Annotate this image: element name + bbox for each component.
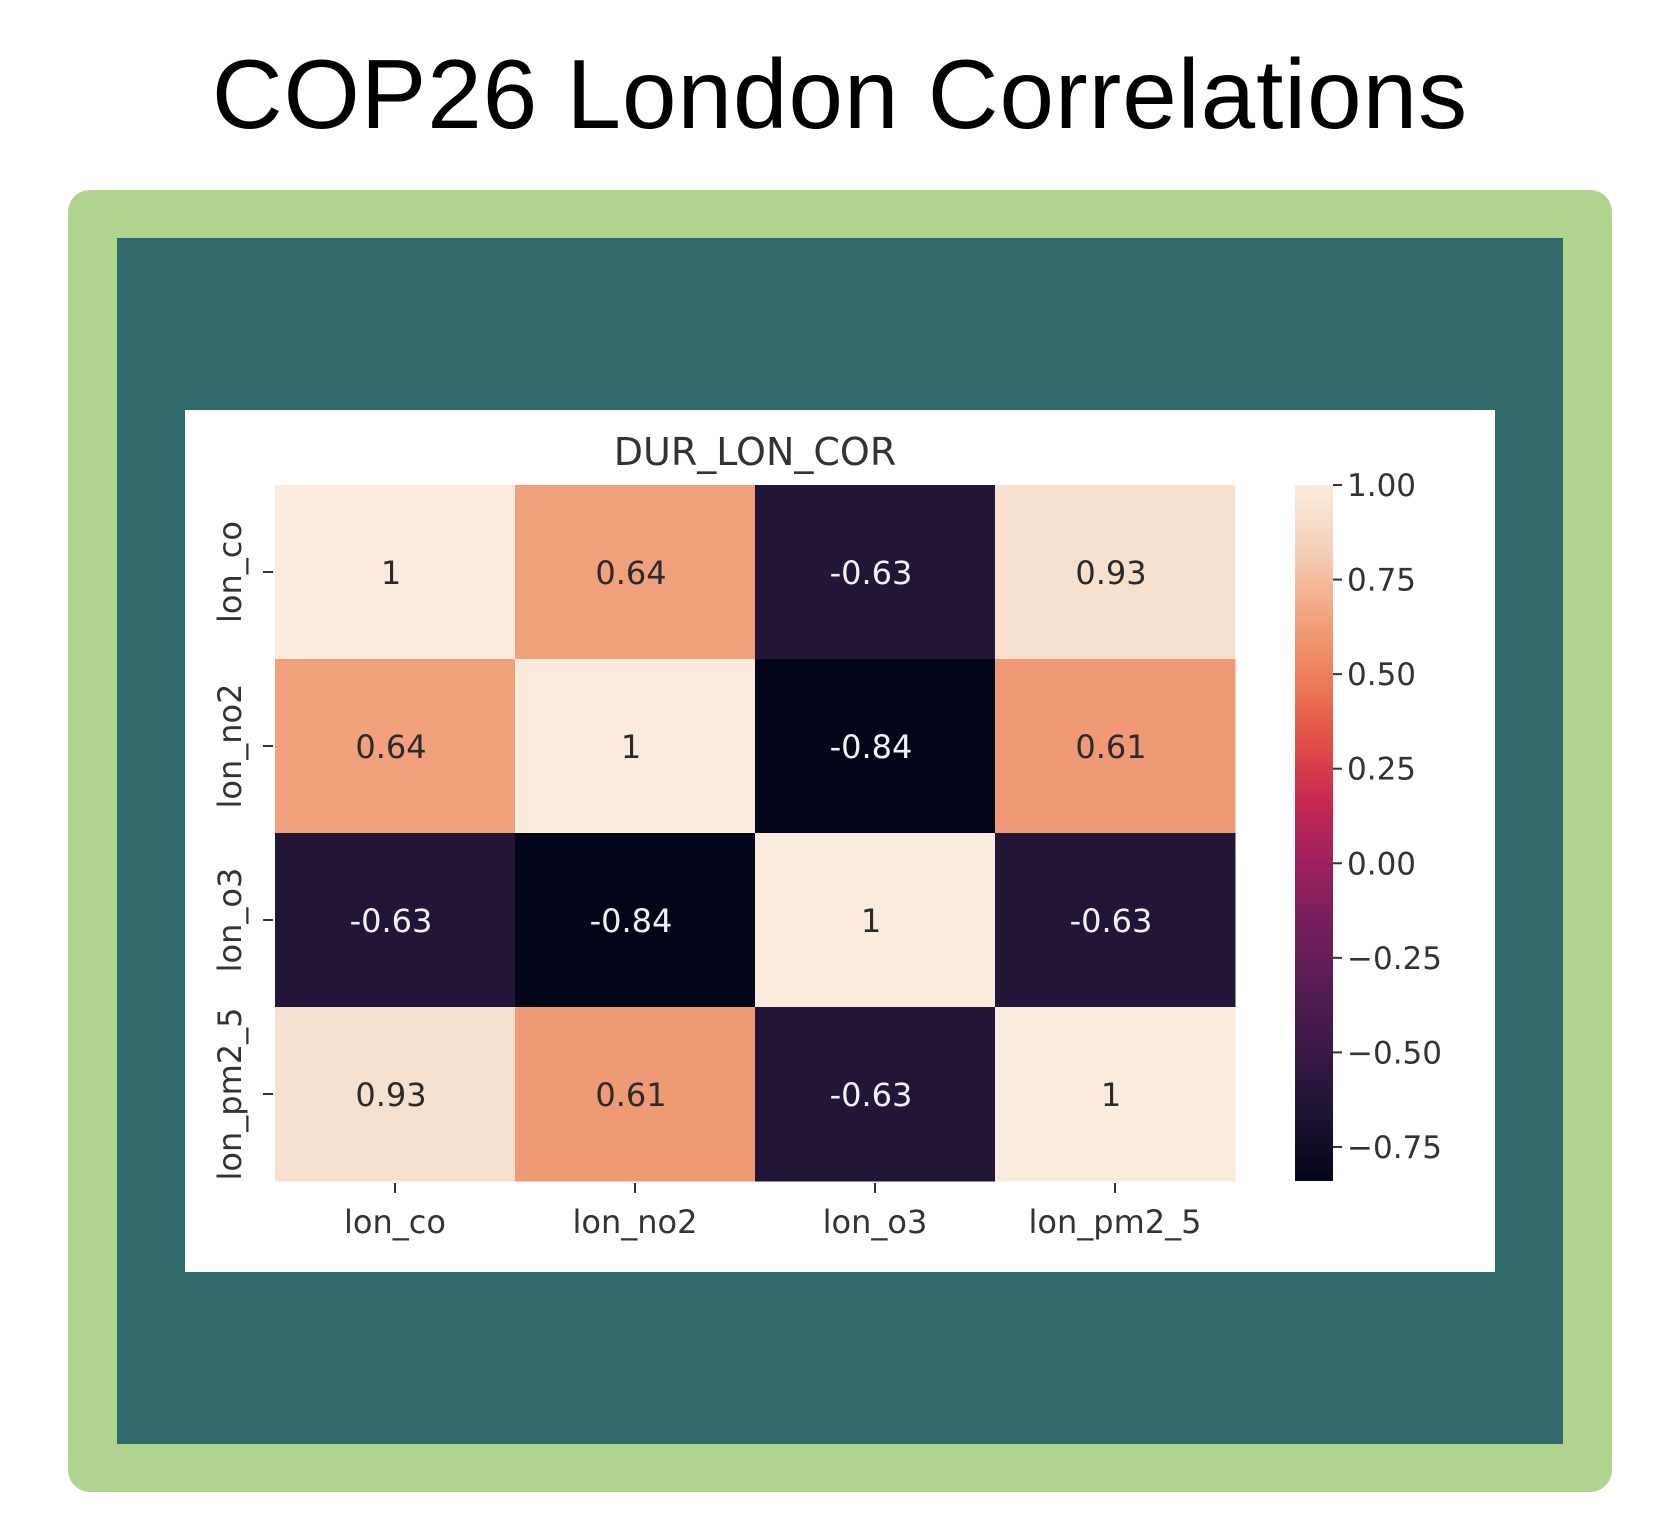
cell-annotation: -0.63 (830, 554, 913, 592)
heatmap-cell-lon_no2-lon_pm2_5 (995, 659, 1236, 834)
cell-annotation: -0.63 (350, 902, 433, 940)
x-tick-label: lon_co (344, 1203, 446, 1241)
heatmap-cell-lon_co-lon_co (275, 485, 516, 660)
heatmap-cell-lon_pm2_5-lon_no2 (515, 1007, 756, 1182)
heatmap-cell-lon_co-lon_pm2_5 (995, 485, 1236, 660)
colorbar-tick-label: 1.00 (1347, 468, 1416, 504)
chart-title: DUR_LON_COR (614, 430, 896, 474)
heatmap-cell-lon_no2-lon_o3 (755, 659, 996, 834)
colorbar (1295, 485, 1333, 1181)
colorbar-tick-label: −0.25 (1347, 941, 1442, 977)
cell-annotation: -0.84 (830, 728, 913, 766)
colorbar-tick-label: 0.50 (1347, 657, 1416, 693)
y-tick-label: lon_co (211, 521, 249, 623)
colorbar-tick-label: −0.50 (1347, 1035, 1442, 1071)
colorbar-tick-label: −0.75 (1347, 1130, 1442, 1166)
x-tick-label: lon_pm2_5 (1029, 1203, 1202, 1241)
cell-annotation: 1 (621, 728, 641, 766)
heatmap-cell-lon_no2-lon_no2 (515, 659, 756, 834)
cell-annotation: 0.93 (355, 1076, 426, 1114)
heatmap-cell-lon_pm2_5-lon_co (275, 1007, 516, 1182)
colorbar-tick-label: 0.00 (1347, 846, 1416, 882)
heatmap-cell-lon_co-lon_no2 (515, 485, 756, 660)
cell-annotation: 1 (1101, 1076, 1121, 1114)
cell-annotation: 0.64 (595, 554, 666, 592)
y-tick-label: lon_no2 (211, 684, 249, 809)
heatmap-chart: DUR_LON_COR 1 0.64 -0.63 0.93 0.64 1 -0.84 0.61… (211, 430, 1442, 1241)
cell-annotation: 1 (861, 902, 881, 940)
y-tick-label: lon_o3 (211, 868, 249, 973)
heatmap-cell-lon_o3-lon_no2 (515, 833, 756, 1008)
heatmap-cell-lon_co-lon_o3 (755, 485, 996, 660)
cell-annotation: 0.64 (355, 728, 426, 766)
heatmap-cell-lon_pm2_5-lon_o3 (755, 1007, 996, 1182)
cell-annotation: 0.93 (1075, 554, 1146, 592)
cell-annotation: -0.63 (1070, 902, 1153, 940)
cell-annotation: 0.61 (1075, 728, 1146, 766)
cell-annotation: 1 (381, 554, 401, 592)
cell-annotation: 0.61 (595, 1076, 666, 1114)
x-tick-label: lon_no2 (573, 1203, 698, 1241)
colorbar-tick-label: 0.75 (1347, 563, 1416, 599)
heatmap-cell-lon_no2-lon_co (275, 659, 516, 834)
chart-card: DUR_LON_COR 1 0.64 -0.63 0.93 0.64 1 -0.84 0.61… (185, 410, 1495, 1272)
colorbar-tick-label: 0.25 (1347, 752, 1416, 788)
cell-annotation: -0.84 (590, 902, 673, 940)
heatmap-cell-lon_pm2_5-lon_pm2_5 (995, 1007, 1236, 1182)
inner-panel: DUR_LON_COR 1 0.64 -0.63 0.93 0.64 1 -0.84 0.61… (117, 238, 1563, 1444)
x-tick-label: lon_o3 (823, 1203, 928, 1241)
heatmap-cell-lon_o3-lon_o3 (755, 833, 996, 1008)
outer-frame: DUR_LON_COR 1 0.64 -0.63 0.93 0.64 1 -0.84 0.61… (68, 190, 1612, 1492)
y-tick-label: lon_pm2_5 (211, 1008, 249, 1181)
page-title: COP26 London Correlations (211, 39, 1469, 149)
cell-annotation: -0.63 (830, 1076, 913, 1114)
heatmap-cell-lon_o3-lon_co (275, 833, 516, 1008)
heatmap-cell-lon_o3-lon_pm2_5 (995, 833, 1236, 1008)
